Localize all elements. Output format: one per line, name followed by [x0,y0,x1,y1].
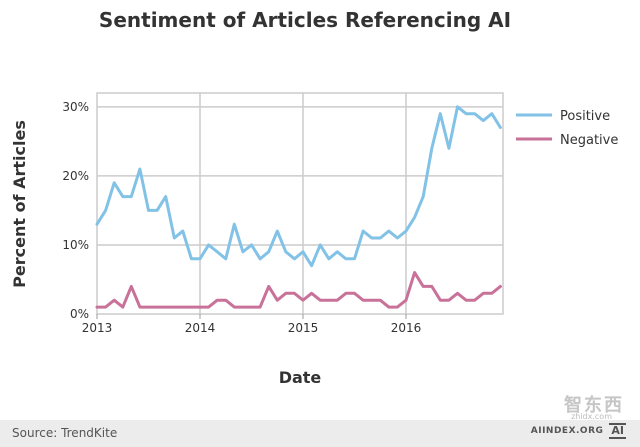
legend-label-positive: Positive [560,109,610,124]
chart: Sentiment of Articles Referencing AI 0% 1… [10,8,618,387]
chart-title: Sentiment of Articles Referencing AI [99,8,511,32]
y-tick-label: 30% [62,100,89,114]
plot-area: 0% 10% 20% 30% 2013 2014 2015 2016 [62,92,504,335]
y-axis-label: Percent of Articles [10,120,29,288]
watermark: 智东西 [564,395,624,416]
brand-logo-icon: AI [609,423,626,439]
y-tick-label: 20% [62,169,89,183]
series-line-positive [95,105,502,268]
x-tick-label: 2013 [82,321,113,335]
y-tick-label: 10% [62,238,89,252]
footer: Source: TrendKite AIINDEX.ORG AI [0,420,640,447]
legend: Positive Negative [516,109,618,148]
legend-label-negative: Negative [560,133,618,148]
source-label: Source: TrendKite [12,426,118,440]
x-tick-label: 2015 [288,321,319,335]
x-axis-label: Date [279,368,322,387]
x-tick-label: 2014 [185,321,216,335]
brand: AIINDEX.ORG AI [531,423,626,439]
x-tick-label: 2016 [391,321,422,335]
y-tick-label: 0% [70,307,89,321]
plot-frame [96,92,504,315]
brand-text: AIINDEX.ORG [530,426,604,436]
series-line-negative [95,271,502,309]
watermark-sub: zhidx.com [571,412,612,421]
